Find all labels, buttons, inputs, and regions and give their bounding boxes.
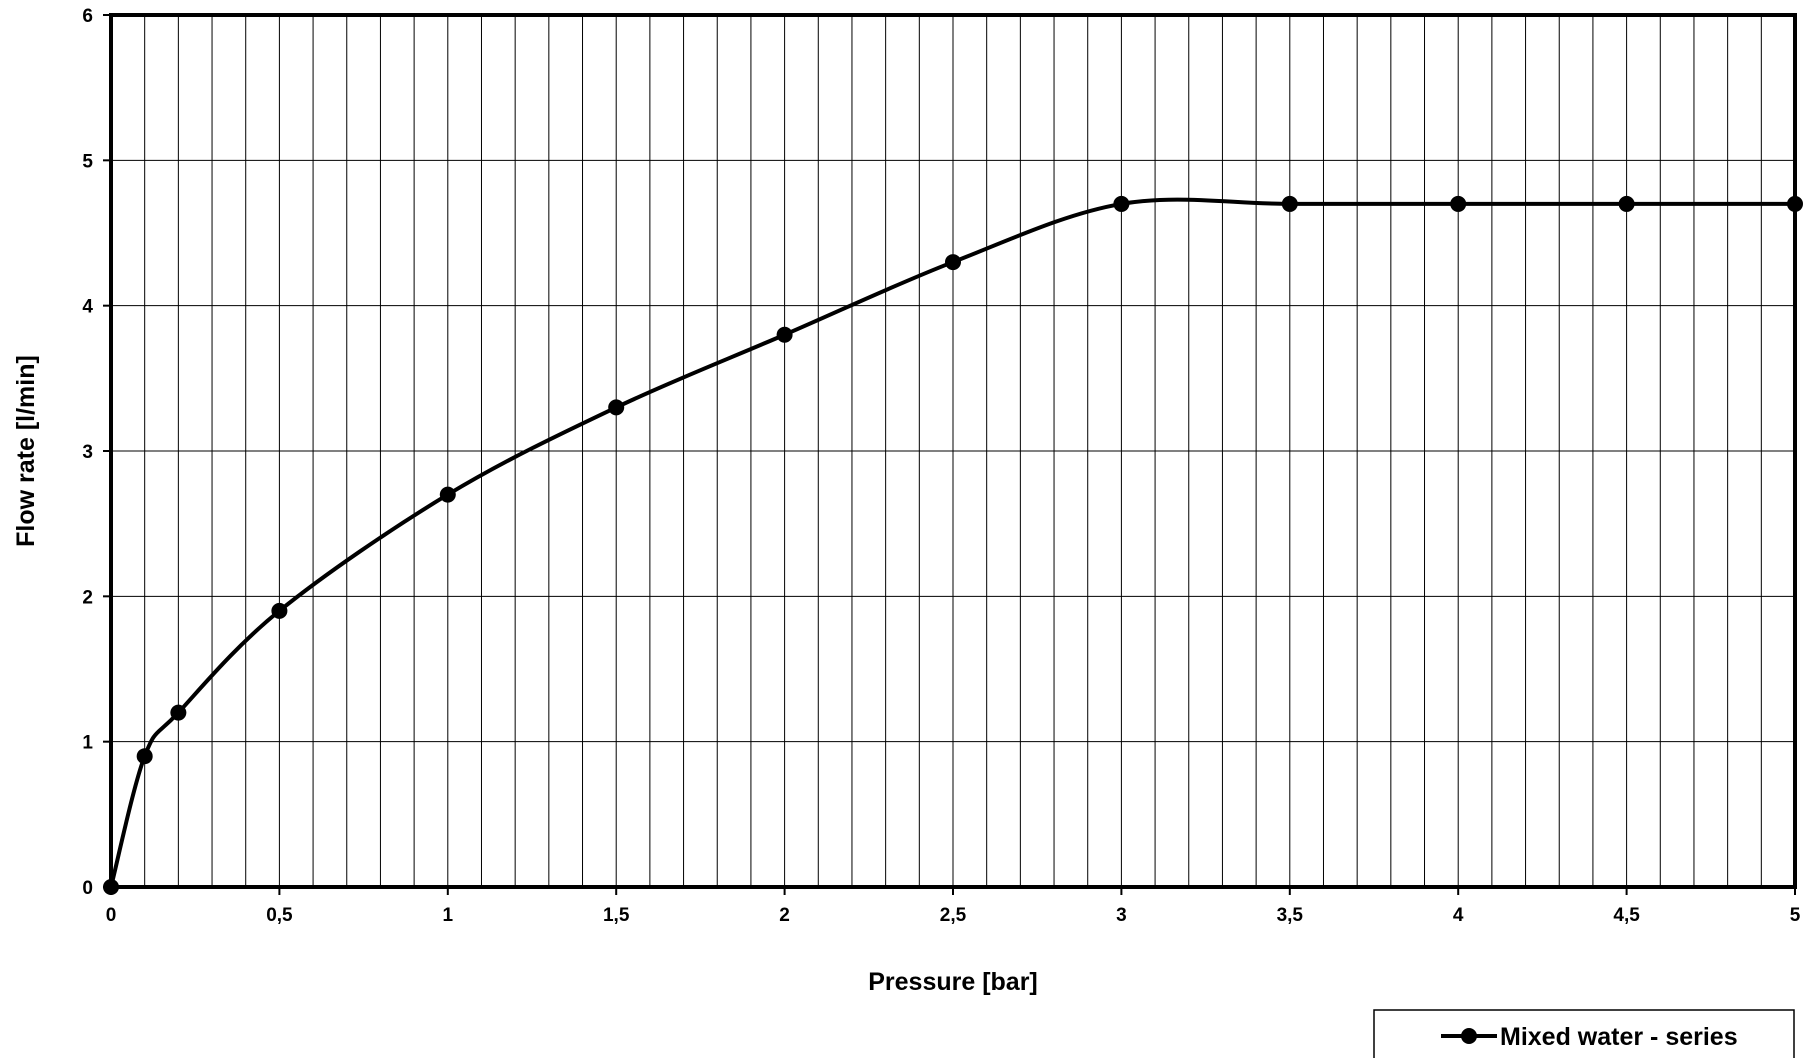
series-layer bbox=[103, 195, 1803, 895]
data-point bbox=[103, 879, 119, 895]
data-point bbox=[1787, 195, 1803, 212]
y-tick-label: 0 bbox=[82, 878, 93, 899]
data-point bbox=[1450, 195, 1467, 212]
data-point bbox=[1113, 195, 1130, 212]
x-tick-label: 0,5 bbox=[266, 905, 293, 926]
x-tick-label: 2,5 bbox=[940, 905, 967, 926]
data-point bbox=[945, 254, 961, 271]
data-point bbox=[136, 748, 153, 765]
x-tick-label: 4 bbox=[1453, 905, 1464, 926]
legend-series-label: Mixed water - series bbox=[1500, 1023, 1738, 1051]
data-point bbox=[776, 326, 793, 343]
data-point bbox=[608, 399, 625, 416]
x-axis-title: Pressure [bar] bbox=[868, 968, 1038, 996]
legend-series-marker bbox=[1461, 1028, 1477, 1044]
data-point bbox=[1281, 195, 1298, 212]
y-tick-label: 6 bbox=[82, 6, 93, 27]
x-tick-label: 2 bbox=[779, 905, 790, 926]
data-point bbox=[439, 486, 456, 503]
data-point bbox=[271, 602, 288, 619]
x-tick-label: 0 bbox=[106, 905, 117, 926]
y-tick-label: 1 bbox=[82, 733, 93, 754]
data-point bbox=[170, 704, 187, 721]
x-tick-label: 5 bbox=[1790, 905, 1801, 926]
y-tick-label: 5 bbox=[82, 151, 93, 172]
y-tick-label: 3 bbox=[82, 442, 93, 463]
grid bbox=[111, 15, 1795, 887]
y-tick-label: 2 bbox=[82, 587, 93, 608]
x-tick-label: 3 bbox=[1116, 905, 1127, 926]
axes: 0 1 2 3 4 5 6 0 0,5 1 1,5 2 2,5 3 3,5 4 4,5 5 bbox=[82, 6, 1800, 926]
x-tick-label: 4,5 bbox=[1613, 905, 1640, 926]
x-tick-label: 1 bbox=[443, 905, 454, 926]
x-tick-label: 1,5 bbox=[603, 905, 630, 926]
x-tick-label: 3,5 bbox=[1277, 905, 1304, 926]
y-tick-label: 4 bbox=[82, 297, 93, 318]
legend: Mixed water - series bbox=[1373, 1009, 1795, 1058]
y-axis-title: Flow rate [l/min] bbox=[12, 355, 40, 547]
data-point bbox=[1618, 195, 1635, 212]
